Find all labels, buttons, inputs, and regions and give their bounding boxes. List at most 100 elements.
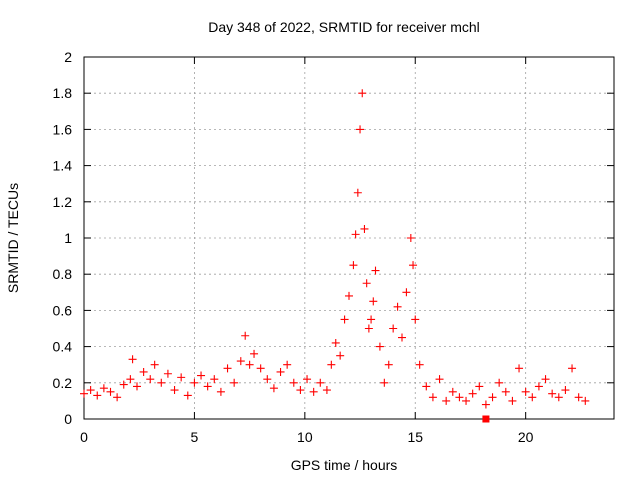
data-point bbox=[375, 342, 384, 351]
data-point bbox=[283, 360, 292, 369]
data-point bbox=[245, 360, 254, 369]
data-point bbox=[93, 391, 102, 400]
data-point bbox=[495, 378, 504, 387]
y-tick-label: 1.6 bbox=[53, 121, 73, 137]
y-tick-label: 1.2 bbox=[53, 194, 73, 210]
data-point bbox=[256, 364, 265, 373]
x-tick-label: 5 bbox=[191, 429, 199, 445]
data-point bbox=[367, 315, 376, 324]
data-point bbox=[415, 360, 424, 369]
data-point bbox=[223, 364, 232, 373]
data-point bbox=[402, 288, 411, 297]
data-point bbox=[150, 360, 159, 369]
y-tick-label: 1 bbox=[64, 230, 72, 246]
data-point bbox=[106, 387, 115, 396]
data-point bbox=[349, 261, 358, 270]
data-point bbox=[322, 386, 331, 395]
data-point bbox=[345, 291, 353, 300]
square-marker bbox=[482, 415, 490, 423]
data-point bbox=[364, 324, 373, 333]
grid-lines bbox=[84, 57, 614, 419]
data-point bbox=[528, 393, 537, 402]
data-point bbox=[340, 315, 349, 324]
x-tick-label: 20 bbox=[518, 429, 534, 445]
y-tick-label: 0.6 bbox=[53, 302, 73, 318]
y-tick-label: 0.4 bbox=[53, 339, 73, 355]
data-point bbox=[398, 333, 406, 342]
data-point bbox=[210, 375, 219, 384]
y-tick-label: 0.2 bbox=[53, 375, 73, 391]
y-tick-label: 1.4 bbox=[53, 158, 73, 174]
data-point bbox=[86, 386, 95, 395]
data-point bbox=[190, 378, 199, 387]
data-point bbox=[351, 230, 360, 239]
data-point bbox=[197, 371, 206, 380]
x-axis-label: GPS time / hours bbox=[291, 457, 398, 473]
data-point bbox=[289, 378, 298, 387]
data-point bbox=[216, 387, 225, 396]
data-point bbox=[157, 378, 166, 387]
data-point bbox=[269, 384, 278, 393]
chart-title: Day 348 of 2022, SRMTID for receiver mch… bbox=[208, 19, 480, 35]
data-point bbox=[170, 386, 179, 395]
data-point bbox=[393, 302, 402, 311]
y-tick-label: 1.8 bbox=[53, 85, 73, 101]
data-point bbox=[409, 261, 418, 270]
data-point bbox=[263, 375, 272, 384]
data-point bbox=[356, 125, 365, 134]
data-point bbox=[146, 375, 155, 384]
data-point bbox=[236, 357, 245, 366]
y-tick-label: 0 bbox=[64, 411, 72, 427]
data-point bbox=[501, 387, 510, 396]
data-point bbox=[331, 338, 340, 347]
y-tick-label: 0.8 bbox=[53, 266, 73, 282]
data-points bbox=[80, 89, 590, 423]
data-point bbox=[316, 378, 325, 387]
data-point bbox=[534, 382, 543, 391]
data-point bbox=[133, 382, 141, 391]
data-point bbox=[99, 384, 108, 393]
data-point bbox=[541, 375, 550, 384]
data-point bbox=[488, 393, 497, 402]
data-point bbox=[80, 389, 88, 398]
x-tick-label: 0 bbox=[80, 429, 88, 445]
data-point bbox=[126, 375, 135, 384]
data-point bbox=[362, 279, 371, 288]
axis-ticks: 00.20.40.60.811.21.41.61.820 5 10 15 20 bbox=[53, 49, 614, 445]
data-point bbox=[574, 393, 583, 402]
data-point bbox=[360, 224, 369, 233]
data-point bbox=[250, 349, 259, 358]
data-point bbox=[389, 324, 398, 333]
data-point bbox=[241, 331, 250, 340]
y-tick-label: 2 bbox=[64, 49, 72, 65]
data-point bbox=[358, 89, 367, 98]
data-point bbox=[384, 360, 393, 369]
data-point bbox=[411, 315, 420, 324]
data-point bbox=[309, 387, 318, 396]
data-point bbox=[303, 375, 312, 384]
data-point bbox=[442, 396, 451, 405]
data-point bbox=[521, 387, 530, 396]
data-point bbox=[119, 380, 128, 389]
data-point bbox=[428, 393, 437, 402]
data-point bbox=[139, 367, 148, 376]
data-point bbox=[230, 378, 239, 387]
data-point bbox=[353, 188, 362, 197]
data-point bbox=[380, 378, 389, 387]
data-point bbox=[475, 382, 484, 391]
data-point bbox=[554, 393, 563, 402]
x-tick-label: 15 bbox=[407, 429, 423, 445]
data-point bbox=[177, 373, 186, 382]
data-point bbox=[203, 382, 212, 391]
data-point bbox=[481, 400, 490, 409]
data-point bbox=[455, 393, 464, 402]
data-point bbox=[406, 234, 415, 242]
data-point bbox=[163, 369, 172, 378]
data-point bbox=[371, 266, 380, 275]
data-point bbox=[515, 364, 524, 373]
data-point bbox=[561, 386, 570, 395]
y-axis-label: SRMTID / TECUs bbox=[5, 183, 21, 293]
data-point bbox=[448, 387, 457, 396]
data-point bbox=[336, 351, 345, 360]
